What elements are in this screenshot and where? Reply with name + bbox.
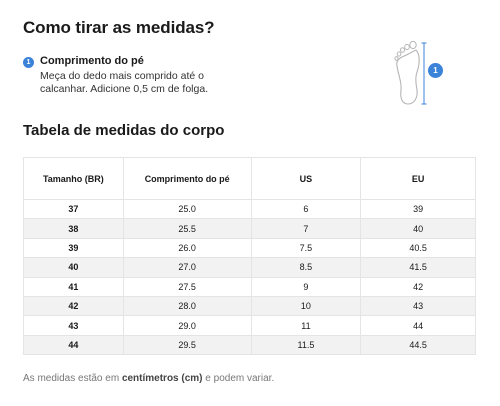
illustration-step-badge: 1 <box>428 63 443 78</box>
foot-length-cell: 25.5 <box>122 218 252 239</box>
us-size-cell: 7 <box>250 218 362 239</box>
size-br-cell: 39 <box>23 237 124 259</box>
us-size-cell: 8.5 <box>250 257 362 278</box>
eu-size-cell: 42 <box>360 276 476 297</box>
size-br-cell: 38 <box>23 218 124 239</box>
eu-size-cell: 40 <box>360 218 476 239</box>
size-br-cell: 40 <box>23 257 124 278</box>
foot-length-cell: 28.0 <box>122 295 252 317</box>
column-header-size-br: Tamanho (BR) <box>23 157 124 200</box>
column-header-foot-length: Comprimento do pé <box>122 157 252 200</box>
foot-length-cell: 25.0 <box>122 198 252 220</box>
footnote-unit: centímetros (cm) <box>121 373 203 384</box>
table-row: 37 25.0 6 39 <box>23 198 476 220</box>
size-br-cell: 42 <box>23 295 124 317</box>
foot-length-cell: 27.0 <box>122 257 252 278</box>
us-size-cell: 7.5 <box>250 237 362 259</box>
us-size-cell: 9 <box>250 276 362 297</box>
foot-length-cell: 26.0 <box>122 237 252 259</box>
measurement-label: Comprimento do pé <box>40 55 144 67</box>
eu-size-cell: 44.5 <box>360 334 476 356</box>
foot-sole-icon <box>394 40 427 105</box>
footnote: As medidas estão em centímetros (cm) e p… <box>23 373 274 384</box>
table-row: 42 28.0 10 43 <box>23 295 476 317</box>
footnote-suffix: e podem variar. <box>202 373 275 384</box>
table-row: 44 29.5 11.5 44.5 <box>23 334 476 356</box>
us-size-cell: 11 <box>250 315 362 336</box>
table-row: 41 27.5 9 42 <box>23 276 476 297</box>
table-row: 38 25.5 7 40 <box>23 218 476 239</box>
footnote-prefix: As medidas estão em <box>23 373 122 384</box>
size-table: Tamanho (BR) Comprimento do pé US EU 37 … <box>23 157 476 356</box>
foot-length-cell: 29.5 <box>122 334 252 356</box>
us-size-cell: 11.5 <box>250 334 362 356</box>
eu-size-cell: 39 <box>360 198 476 220</box>
us-size-cell: 6 <box>250 198 362 220</box>
us-size-cell: 10 <box>250 295 362 317</box>
table-row: 39 26.0 7.5 40.5 <box>23 237 476 259</box>
measurement-description: Meça do dedo mais comprido até o calcanh… <box>40 70 209 95</box>
table-row: 40 27.0 8.5 41.5 <box>23 257 476 278</box>
page-title: Como tirar as medidas? <box>23 18 215 37</box>
table-title: Tabela de medidas do corpo <box>23 122 225 139</box>
eu-size-cell: 43 <box>360 295 476 317</box>
foot-length-cell: 27.5 <box>122 276 252 297</box>
table-row: 43 29.0 11 44 <box>23 315 476 336</box>
size-br-cell: 37 <box>23 198 124 220</box>
table-header-row: Tamanho (BR) Comprimento do pé US EU <box>23 157 476 200</box>
eu-size-cell: 41.5 <box>360 257 476 278</box>
eu-size-cell: 44 <box>360 315 476 336</box>
size-br-cell: 44 <box>23 334 124 356</box>
eu-size-cell: 40.5 <box>360 237 476 259</box>
column-header-eu: EU <box>360 157 476 200</box>
size-br-cell: 43 <box>23 315 124 336</box>
column-header-us: US <box>250 157 362 200</box>
step-number-badge: 1 <box>23 57 34 68</box>
size-br-cell: 41 <box>23 276 124 297</box>
foot-length-cell: 29.0 <box>122 315 252 336</box>
